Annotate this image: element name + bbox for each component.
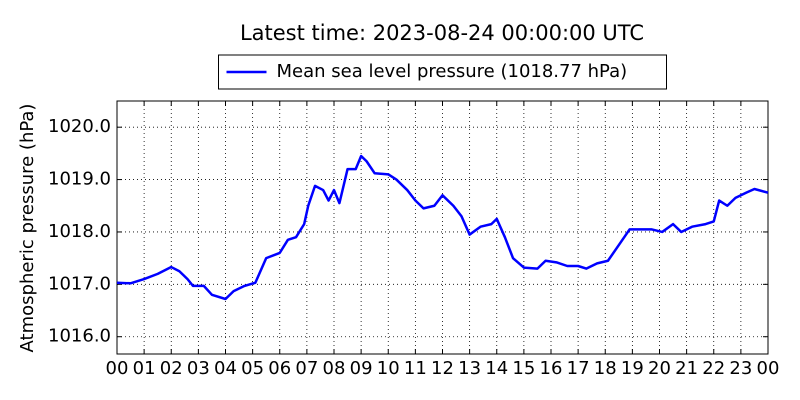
x-tick-label: 06 <box>268 358 291 379</box>
x-tick-label: 12 <box>431 358 454 379</box>
x-tick-label: 09 <box>350 358 373 379</box>
x-tick-label: 20 <box>648 358 671 379</box>
x-tick-label: 16 <box>540 358 563 379</box>
x-tick-label: 19 <box>621 358 644 379</box>
plot-frame <box>116 100 769 355</box>
x-tick-label: 23 <box>729 358 752 379</box>
x-tick-label: 00 <box>106 358 129 379</box>
x-tick-label: 07 <box>295 358 318 379</box>
x-tick-label: 08 <box>323 358 346 379</box>
x-tick-label: 13 <box>458 358 481 379</box>
x-tick-label: 22 <box>702 358 725 379</box>
legend-box <box>218 54 667 90</box>
y-tick-label: 1016.0 <box>48 326 111 347</box>
x-tick-label: 03 <box>187 358 210 379</box>
x-tick-label: 21 <box>675 358 698 379</box>
legend-label: Mean sea level pressure (1018.77 hPa) <box>277 61 628 82</box>
x-tick-label: 17 <box>567 358 590 379</box>
x-tick-label: 10 <box>377 358 400 379</box>
x-tick-label: 05 <box>241 358 264 379</box>
x-tick-label: 04 <box>214 358 237 379</box>
x-tick-label: 02 <box>160 358 183 379</box>
x-tick-label: 18 <box>594 358 617 379</box>
y-tick-label: 1017.0 <box>48 273 111 294</box>
x-tick-label: 11 <box>404 358 427 379</box>
x-tick-label: 14 <box>485 358 508 379</box>
y-tick-label: 1018.0 <box>48 221 111 242</box>
x-tick-label: 00 <box>757 358 780 379</box>
x-tick-label: 15 <box>512 358 535 379</box>
y-tick-label: 1019.0 <box>48 169 111 190</box>
data-line <box>116 154 769 301</box>
y-axis-label: Atmospheric pressure (hPa) <box>17 104 38 353</box>
y-tick-label: 1020.0 <box>48 116 111 137</box>
x-tick-label: 01 <box>133 358 156 379</box>
chart-title: Latest time: 2023-08-24 00:00:00 UTC <box>240 21 644 45</box>
